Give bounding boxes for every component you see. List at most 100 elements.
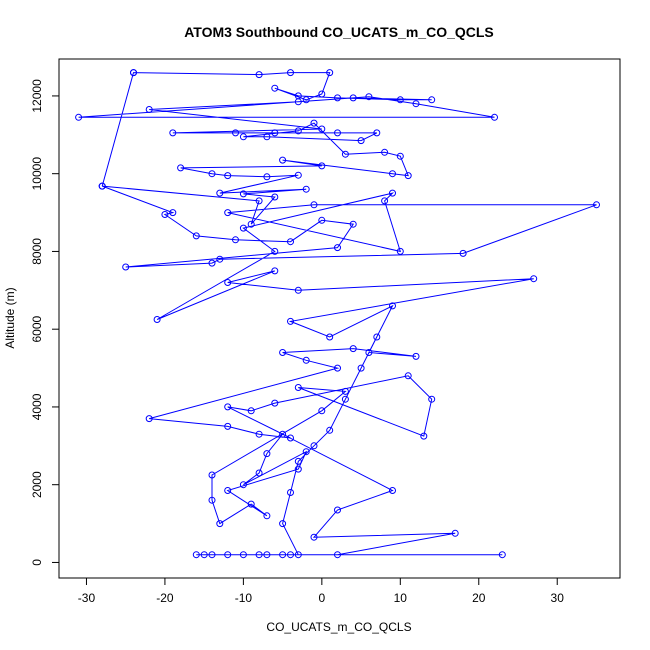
- data-point: [153, 316, 161, 323]
- data-point: [208, 471, 216, 479]
- data-point: [373, 129, 381, 137]
- data-point: [279, 520, 287, 528]
- data-point: [593, 201, 600, 209]
- data-point: [224, 403, 232, 411]
- data-point: [247, 500, 255, 508]
- data-point: [428, 395, 436, 403]
- data-point: [310, 442, 318, 450]
- data-point: [200, 551, 208, 559]
- data-point: [326, 333, 334, 341]
- data-point: [287, 489, 294, 496]
- data-point: [208, 551, 216, 559]
- y-tick-label: 0: [30, 559, 44, 566]
- data-point: [271, 399, 279, 407]
- data-point: [302, 356, 310, 364]
- series-line: [78, 72, 597, 556]
- x-axis: -30 -20 -10 0 10 20 30: [78, 578, 564, 605]
- data-point: [239, 481, 247, 489]
- data-point: [216, 189, 224, 197]
- data-point: [498, 551, 506, 559]
- data-point: [263, 551, 271, 559]
- data-point: [310, 533, 318, 541]
- data-point: [216, 520, 224, 528]
- data-point: [318, 125, 326, 133]
- data-point: [192, 551, 200, 559]
- data-point: [224, 172, 232, 180]
- data-point: [294, 171, 302, 179]
- data-point: [263, 512, 271, 520]
- data-point: [365, 93, 373, 101]
- data-point: [255, 197, 263, 205]
- data-point: [412, 352, 420, 360]
- data-point: [334, 551, 341, 559]
- data-point: [381, 197, 389, 205]
- data-point: [302, 185, 310, 193]
- data-point: [334, 244, 341, 252]
- data-point: [349, 345, 357, 353]
- data-point: [341, 395, 349, 403]
- y-tick-label: 12000: [30, 79, 44, 113]
- data-point: [247, 407, 255, 415]
- x-tick-label: -10: [235, 591, 253, 605]
- data-point: [263, 133, 271, 141]
- data-point: [208, 496, 216, 504]
- data-point: [255, 551, 263, 559]
- data-point: [287, 317, 294, 325]
- data-point: [255, 469, 263, 477]
- data-point: [232, 129, 239, 137]
- data-point: [169, 209, 177, 217]
- data-point: [224, 209, 232, 217]
- data-point: [396, 247, 404, 255]
- data-point: [294, 127, 302, 135]
- data-point: [373, 333, 381, 341]
- data-point: [451, 529, 459, 537]
- data-point: [318, 407, 326, 415]
- data-point: [318, 90, 326, 98]
- y-tick-label: 8000: [30, 238, 44, 265]
- data-point: [145, 415, 153, 423]
- data-point: [145, 106, 153, 113]
- data-point: [208, 259, 216, 267]
- data-point: [122, 263, 130, 271]
- data-point: [279, 349, 287, 356]
- data-point: [287, 69, 294, 77]
- data-point: [130, 69, 137, 77]
- data-point: [396, 96, 404, 104]
- data-point: [412, 100, 420, 108]
- data-point: [287, 238, 294, 246]
- data-point: [302, 96, 310, 104]
- series-layer: [75, 69, 600, 559]
- data-point: [326, 426, 334, 434]
- data-point: [318, 162, 326, 170]
- data-point: [271, 129, 279, 137]
- data-point: [334, 129, 341, 137]
- data-point: [208, 170, 216, 178]
- data-point: [310, 201, 318, 209]
- data-point: [287, 551, 294, 559]
- data-point: [224, 279, 232, 286]
- data-point: [216, 255, 224, 263]
- data-point: [326, 69, 334, 77]
- data-point: [334, 364, 341, 372]
- data-point: [177, 164, 185, 172]
- data-point: [239, 224, 247, 232]
- data-point: [263, 173, 271, 181]
- data-point: [279, 156, 287, 164]
- x-tick-label: 20: [472, 591, 486, 605]
- data-point: [98, 182, 106, 190]
- data-point: [192, 232, 200, 240]
- y-tick-label: 10000: [30, 157, 44, 191]
- data-point: [255, 71, 263, 79]
- data-point: [294, 457, 302, 465]
- data-point: [279, 430, 287, 438]
- data-point: [310, 119, 318, 127]
- data-point: [530, 275, 538, 283]
- data-point: [239, 190, 247, 198]
- x-tick-label: 0: [319, 591, 326, 605]
- data-point: [334, 506, 341, 514]
- data-point: [294, 551, 302, 559]
- data-point: [271, 84, 279, 92]
- data-point: [75, 113, 83, 121]
- data-point: [239, 133, 247, 141]
